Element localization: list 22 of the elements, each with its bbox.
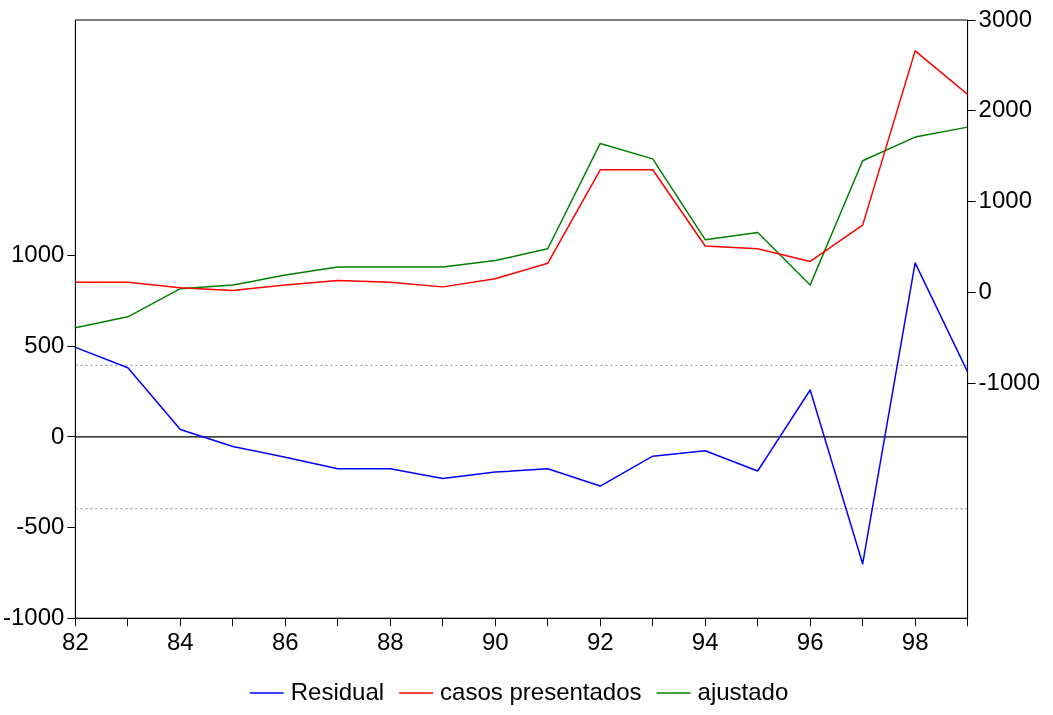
legend-label: casos presentados xyxy=(440,677,642,705)
x-tick-label: 90 xyxy=(481,628,509,656)
y-tick-label: 0 xyxy=(51,421,65,449)
x-tick-label: 94 xyxy=(691,628,719,656)
x-tick-label: 92 xyxy=(586,628,614,656)
x-tick-label: 82 xyxy=(62,628,89,656)
y2-tick-label: 0 xyxy=(978,276,992,304)
y-tick-label: -1000 xyxy=(2,602,65,630)
x-tick-label: 86 xyxy=(271,628,299,656)
y2-tick-label: 3000 xyxy=(978,4,1033,32)
y-tick-label: 500 xyxy=(24,330,65,358)
y2-tick-label: 1000 xyxy=(978,186,1033,214)
y2-tick-label: -1000 xyxy=(978,367,1041,395)
x-tick-label: 88 xyxy=(376,628,404,656)
x-tick-label: 84 xyxy=(167,628,194,656)
legend-label: ajustado xyxy=(697,677,789,705)
legend-label: Residual xyxy=(290,677,385,705)
y-tick-label: 1000 xyxy=(10,240,65,268)
y2-tick-label: 2000 xyxy=(978,95,1033,123)
y-tick-label: -500 xyxy=(16,512,65,540)
x-tick-label: 96 xyxy=(796,628,824,656)
x-tick-label: 98 xyxy=(901,628,929,656)
